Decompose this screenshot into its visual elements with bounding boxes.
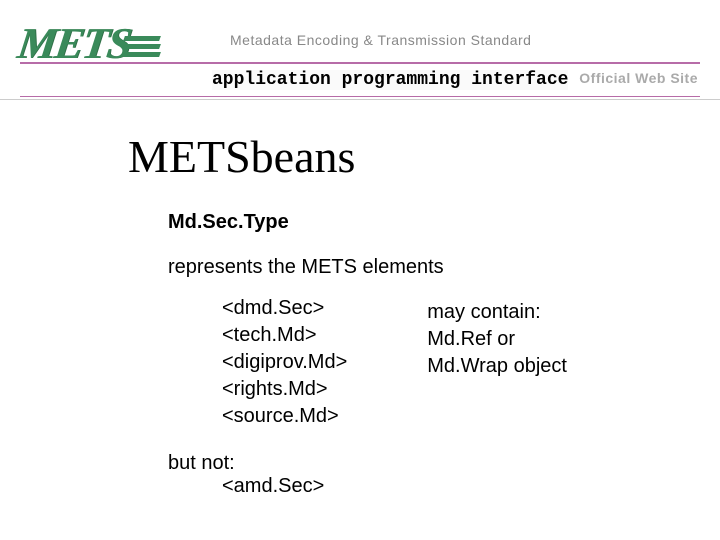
logo-bars-icon [124, 36, 160, 57]
may-contain-line: may contain: [427, 299, 567, 326]
intro-text: represents the METS elements [168, 256, 688, 279]
may-contain-line: Md.Wrap object [427, 353, 567, 380]
list-item: <digiprov.Md> [222, 349, 347, 376]
elements-list: <dmd.Sec> <tech.Md> <digiprov.Md> <right… [222, 295, 347, 430]
header: METS Metadata Encoding & Transmission St… [0, 0, 720, 100]
but-not-label: but not: [168, 452, 688, 475]
official-label: Official Web Site [579, 70, 698, 86]
section: Md.Sec.Type represents the METS elements… [168, 211, 688, 498]
may-contain: may contain: Md.Ref or Md.Wrap object [427, 299, 567, 430]
content: METSbeans Md.Sec.Type represents the MET… [128, 130, 688, 498]
header-rule-top [20, 62, 700, 64]
subtitle: application programming interface [212, 70, 568, 90]
columns: <dmd.Sec> <tech.Md> <digiprov.Md> <right… [168, 295, 688, 430]
list-item: <dmd.Sec> [222, 295, 347, 322]
but-not: but not: <amd.Sec> [168, 452, 688, 498]
list-item: <tech.Md> [222, 322, 347, 349]
may-contain-line: Md.Ref or [427, 326, 567, 353]
but-not-item: <amd.Sec> [222, 475, 688, 498]
list-item: <source.Md> [222, 403, 347, 430]
tagline: Metadata Encoding & Transmission Standar… [230, 32, 531, 48]
header-rule-bottom [20, 96, 700, 97]
subhead: Md.Sec.Type [168, 211, 688, 234]
list-item: <rights.Md> [222, 376, 347, 403]
page-title: METSbeans [128, 130, 688, 183]
